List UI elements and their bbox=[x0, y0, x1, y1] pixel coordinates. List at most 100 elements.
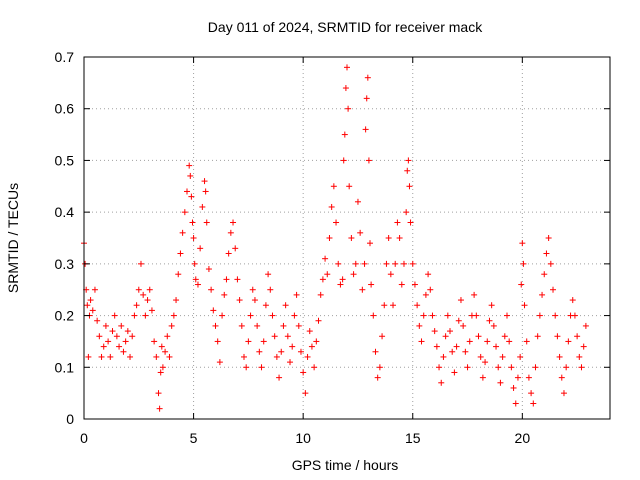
data-point bbox=[471, 291, 478, 298]
data-point bbox=[486, 317, 493, 324]
data-point bbox=[376, 364, 383, 371]
data-point bbox=[269, 312, 276, 319]
data-point bbox=[287, 359, 294, 366]
data-point bbox=[194, 281, 201, 288]
data-point bbox=[170, 312, 177, 319]
data-point bbox=[381, 302, 388, 309]
data-point bbox=[89, 307, 96, 314]
data-point bbox=[131, 312, 138, 319]
data-point bbox=[363, 95, 370, 102]
data-point bbox=[501, 333, 508, 340]
data-point bbox=[414, 302, 421, 309]
x-tick-label: 15 bbox=[405, 430, 421, 446]
data-point bbox=[374, 374, 381, 381]
data-point bbox=[225, 250, 232, 257]
data-point bbox=[199, 203, 206, 210]
data-point bbox=[341, 131, 348, 138]
data-point bbox=[111, 312, 118, 319]
data-point bbox=[451, 369, 458, 376]
data-point bbox=[372, 348, 379, 355]
axis-ticks bbox=[83, 56, 610, 420]
data-point bbox=[455, 317, 462, 324]
data-point bbox=[190, 235, 197, 241]
data-point bbox=[543, 250, 550, 257]
data-point bbox=[477, 353, 484, 360]
data-point bbox=[475, 333, 482, 340]
data-point bbox=[390, 302, 397, 309]
data-point bbox=[337, 281, 344, 288]
data-point bbox=[457, 297, 464, 304]
data-point bbox=[560, 390, 567, 397]
data-point bbox=[398, 281, 405, 288]
data-point bbox=[187, 172, 194, 179]
data-point bbox=[313, 338, 320, 345]
data-point bbox=[267, 286, 274, 293]
data-point bbox=[482, 359, 489, 366]
data-point bbox=[289, 343, 296, 350]
data-point bbox=[102, 322, 109, 329]
data-point bbox=[442, 333, 449, 340]
data-point bbox=[105, 338, 112, 345]
data-point bbox=[506, 338, 513, 345]
data-point bbox=[87, 297, 94, 304]
data-points bbox=[81, 64, 589, 412]
data-point bbox=[300, 369, 307, 376]
data-point bbox=[580, 343, 587, 350]
data-point bbox=[260, 338, 267, 345]
data-point bbox=[453, 343, 460, 350]
data-point bbox=[109, 328, 116, 335]
data-point bbox=[335, 260, 342, 267]
data-point bbox=[352, 260, 359, 267]
data-point bbox=[240, 353, 247, 360]
data-point bbox=[304, 353, 311, 360]
data-point bbox=[328, 203, 335, 210]
data-point bbox=[447, 328, 454, 335]
data-point bbox=[514, 374, 521, 381]
data-point bbox=[306, 328, 313, 335]
data-point bbox=[98, 353, 105, 360]
data-point bbox=[137, 260, 144, 267]
data-point bbox=[192, 276, 199, 283]
data-point bbox=[530, 400, 537, 407]
data-point bbox=[518, 281, 525, 288]
data-point bbox=[473, 312, 480, 319]
data-point bbox=[265, 271, 272, 278]
data-point bbox=[340, 157, 347, 164]
data-point bbox=[129, 333, 136, 340]
data-point bbox=[164, 333, 171, 340]
data-point bbox=[191, 260, 198, 267]
y-tick-label: 0.7 bbox=[55, 49, 75, 65]
data-point bbox=[227, 229, 234, 236]
data-point bbox=[291, 312, 298, 319]
data-point bbox=[219, 312, 226, 319]
data-point bbox=[521, 302, 528, 309]
data-point bbox=[254, 322, 261, 329]
data-point bbox=[541, 271, 548, 278]
data-point bbox=[396, 235, 403, 241]
data-point bbox=[203, 219, 210, 226]
data-point bbox=[276, 374, 283, 381]
data-point bbox=[444, 312, 451, 319]
data-point bbox=[284, 333, 291, 340]
data-point bbox=[230, 219, 237, 226]
data-point bbox=[359, 286, 366, 293]
data-point bbox=[107, 353, 114, 360]
data-point bbox=[438, 379, 445, 386]
data-point bbox=[534, 333, 541, 340]
data-point bbox=[488, 302, 495, 309]
data-point bbox=[416, 322, 423, 329]
data-point bbox=[404, 167, 411, 174]
data-point bbox=[236, 297, 243, 304]
data-point bbox=[525, 374, 532, 381]
data-point bbox=[519, 240, 526, 247]
data-point bbox=[293, 291, 300, 298]
data-point bbox=[578, 364, 585, 371]
y-tick-label: 0.3 bbox=[55, 256, 75, 272]
data-point bbox=[552, 312, 559, 319]
data-point bbox=[490, 322, 497, 329]
data-point bbox=[223, 276, 230, 283]
data-point bbox=[464, 364, 471, 371]
data-point bbox=[344, 64, 350, 71]
data-point bbox=[411, 281, 418, 288]
data-point bbox=[466, 338, 473, 345]
